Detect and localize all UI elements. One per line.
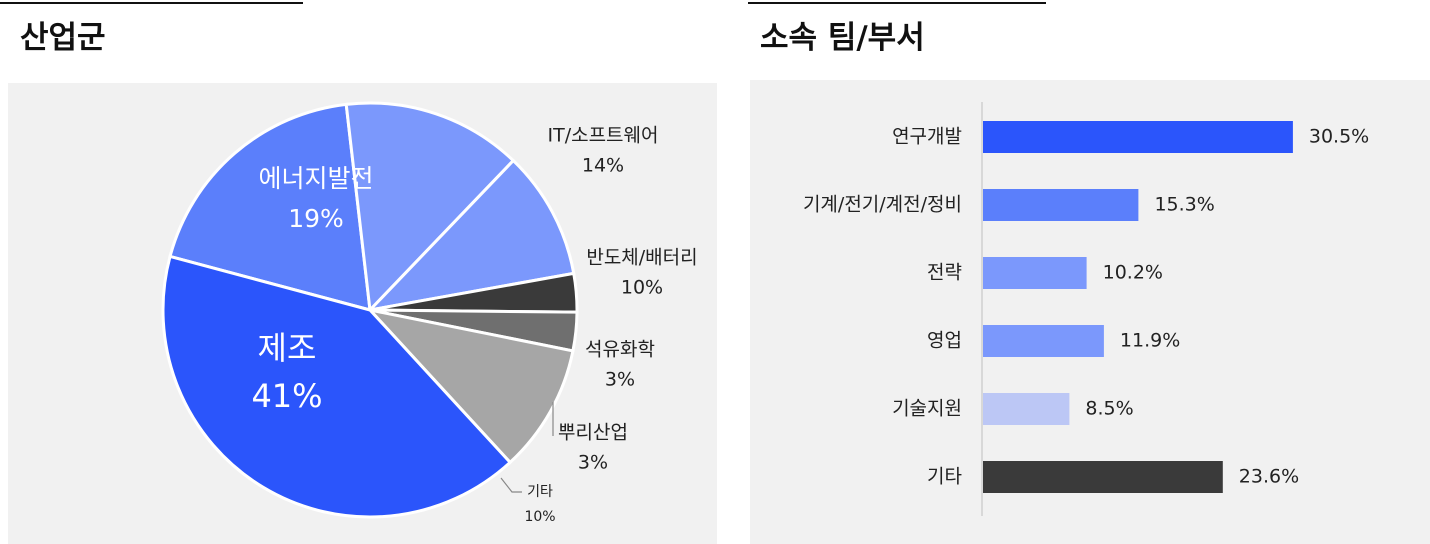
category-label-0: 연구개발: [892, 126, 962, 148]
pie-slice-6: [161, 254, 513, 519]
pie-slice-0: [168, 102, 372, 313]
department-bar-chart: 연구개발 30.5% 기계/전기/계전/정비 15.3% 전략 10.2% 영업 11.9% 기…: [803, 102, 1369, 516]
pie-value-label-0: 19%: [288, 204, 344, 233]
bar-4: [983, 393, 1070, 425]
value-label-2: 10.2%: [1103, 262, 1163, 284]
value-label-4: 8.5%: [1085, 398, 1133, 420]
pie-label-3: 석유화학: [585, 339, 655, 361]
bar-5: [983, 461, 1223, 493]
pie-slice-2: [365, 158, 576, 313]
industry-pie-chart: 에너지발전 19% IT/소프트웨어 14% 반도체/배터리 10% 석유화학 3% 뿌리산업 3…: [161, 101, 698, 525]
pie-label-0: 에너지발전: [258, 164, 373, 193]
pie-label-5: 기타: [527, 484, 553, 500]
industry-panel: 산업군 에너지발전 19% IT/소프트웨어 14% 반도체/배터리 10% 석유화학 3% 뿌…: [0, 2, 717, 544]
pie-label-2: 반도체/배터리: [586, 247, 697, 269]
pie-slice-1: [344, 101, 516, 314]
pie-value-label-2: 10%: [621, 277, 663, 299]
pie-slice-5: [365, 307, 575, 465]
bar-2: [983, 257, 1087, 289]
value-label-5: 23.6%: [1239, 466, 1299, 488]
industry-heading: 산업군: [20, 20, 106, 56]
department-heading: 소속 팀/부서: [760, 20, 925, 56]
department-panel: 소속 팀/부서 연구개발 30.5% 기계/전기/계전/정비 15.3% 전략 10.2%…: [748, 0, 1430, 544]
category-label-5: 기타: [927, 466, 962, 488]
pie-label-6: 제조: [258, 329, 317, 367]
value-label-3: 11.9%: [1120, 330, 1180, 352]
pie-value-label-4: 3%: [578, 452, 608, 474]
heading-rule: [0, 2, 303, 4]
pie-label-1: IT/소프트웨어: [547, 125, 658, 147]
category-label-2: 전략: [927, 262, 962, 284]
bar-1: [983, 189, 1139, 221]
value-label-0: 30.5%: [1309, 126, 1369, 148]
pie-value-label-5: 10%: [524, 509, 555, 525]
leader-line-기타: [500, 477, 522, 493]
bar-0: [983, 121, 1293, 153]
value-label-1: 15.3%: [1154, 194, 1214, 216]
category-label-1: 기계/전기/계전/정비: [803, 194, 962, 216]
category-label-4: 기술지원: [892, 398, 962, 420]
pie-label-4: 뿌리산업: [558, 422, 628, 444]
pie-value-label-6: 41%: [251, 377, 322, 415]
heading-rule: [748, 2, 1046, 4]
pie-value-label-3: 3%: [605, 369, 635, 391]
category-label-3: 영업: [927, 330, 962, 352]
bar-3: [983, 325, 1104, 357]
pie-value-label-1: 14%: [582, 155, 624, 177]
